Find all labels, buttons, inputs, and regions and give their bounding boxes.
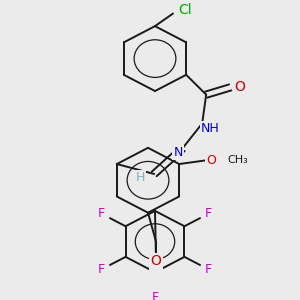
Text: O: O — [235, 80, 246, 94]
Text: Cl: Cl — [178, 3, 192, 17]
Text: N: N — [173, 146, 183, 159]
Text: F: F — [205, 207, 212, 220]
Text: F: F — [98, 207, 105, 220]
Text: F: F — [205, 263, 212, 276]
Text: H: H — [136, 171, 145, 184]
Text: F: F — [152, 291, 159, 300]
Text: O: O — [206, 154, 216, 167]
Text: F: F — [98, 263, 105, 276]
Text: NH: NH — [201, 122, 220, 135]
Text: CH₃: CH₃ — [227, 155, 248, 165]
Text: O: O — [151, 254, 161, 268]
